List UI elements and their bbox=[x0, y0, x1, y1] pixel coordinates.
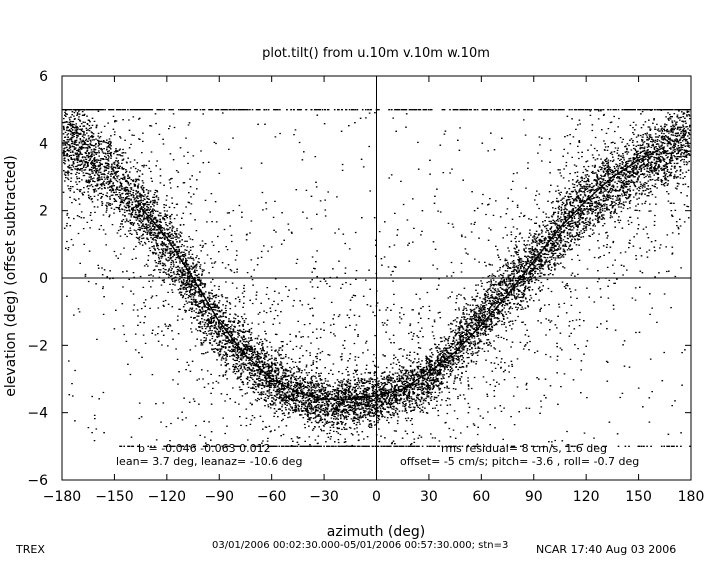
chart-title: plot.tilt() from u.10m v.10m w.10m bbox=[262, 46, 490, 61]
y-axis-label: elevation (deg) (offset subtracted) bbox=[3, 155, 19, 397]
annotation-b-coefficients: b = -0.046 -0.063 0.012 bbox=[138, 442, 271, 455]
fit-curve-group bbox=[140, 146, 666, 400]
x-tick-label: −180 bbox=[43, 489, 81, 505]
x-tick-label: 120 bbox=[573, 489, 600, 505]
y-tick-label: 6 bbox=[39, 69, 48, 85]
annotation-rms-residual: rms residual= 8 cm/s, 1.6 deg bbox=[441, 442, 607, 455]
scatter-points bbox=[62, 109, 691, 447]
x-tick-label: −30 bbox=[309, 489, 339, 505]
x-tick-label: 150 bbox=[625, 489, 652, 505]
y-tick-label: 4 bbox=[39, 136, 48, 152]
y-tick-label: −2 bbox=[27, 338, 48, 354]
annotation-lean: lean= 3.7 deg, leanaz= -10.6 deg bbox=[116, 455, 302, 468]
x-tick-label: −60 bbox=[257, 489, 287, 505]
footer-generated: NCAR 17:40 Aug 03 2006 bbox=[536, 543, 677, 556]
fit-curve bbox=[140, 146, 666, 400]
x-axis-label: azimuth (deg) bbox=[327, 524, 425, 540]
x-tick-label: 0 bbox=[372, 489, 381, 505]
x-tick-label: −150 bbox=[95, 489, 133, 505]
x-axis-ticks: −180 −150 −120 −90 −60 −30 0 30 60 90 120 150 180 bbox=[43, 76, 705, 505]
y-tick-label: −6 bbox=[27, 473, 48, 489]
x-tick-label: 90 bbox=[525, 489, 543, 505]
scatter-point-cloud bbox=[62, 109, 691, 447]
x-tick-label: 30 bbox=[420, 489, 438, 505]
footer-time-range: 03/01/2006 00:02:30.000-05/01/2006 00:57… bbox=[212, 540, 509, 551]
annotation-offset-pitch-roll: offset= -5 cm/s; pitch= -3.6 , roll= -0.… bbox=[400, 455, 639, 468]
x-tick-label: −120 bbox=[148, 489, 186, 505]
y-axis-ticks: −6 −4 −2 0 2 4 6 bbox=[27, 69, 691, 489]
x-tick-label: 180 bbox=[678, 489, 705, 505]
x-tick-label: −90 bbox=[204, 489, 234, 505]
y-tick-label: −4 bbox=[27, 406, 48, 422]
y-tick-label: 2 bbox=[39, 204, 48, 220]
y-tick-label: 0 bbox=[39, 271, 48, 287]
footer-project: TREX bbox=[16, 543, 45, 556]
x-tick-label: 60 bbox=[472, 489, 490, 505]
